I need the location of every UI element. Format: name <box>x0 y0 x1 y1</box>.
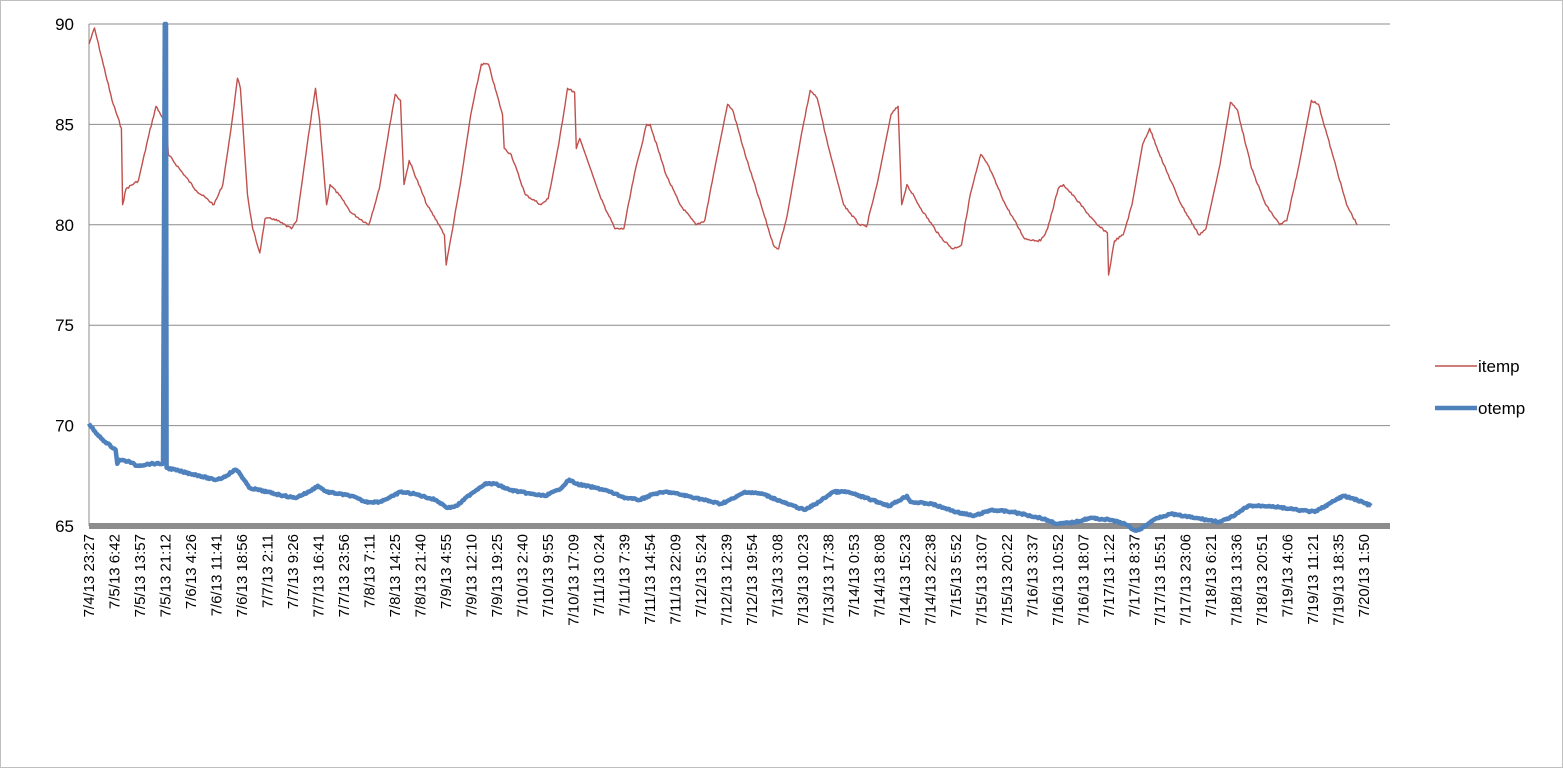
x-tick-label: 7/14/13 0:53 <box>846 534 863 617</box>
y-tick-label: 85 <box>55 115 74 134</box>
x-tick-label: 7/16/13 10:52 <box>1050 534 1067 626</box>
series-line-itemp <box>88 27 1358 276</box>
x-tick-label: 7/8/13 7:11 <box>362 534 379 608</box>
x-tick-label: 7/11/13 7:39 <box>617 534 634 616</box>
x-tick-label: 7/12/13 5:24 <box>693 534 710 617</box>
x-tick-label: 7/15/13 20:22 <box>999 534 1016 626</box>
x-tick-label: 7/6/13 4:26 <box>183 534 200 609</box>
x-tick-label: 7/7/13 9:26 <box>285 534 302 609</box>
x-tick-label: 7/14/13 15:23 <box>897 534 914 626</box>
legend-label-itemp: itemp <box>1478 357 1520 376</box>
y-tick-label: 75 <box>55 316 74 335</box>
x-tick-label: 7/14/13 8:08 <box>872 534 889 617</box>
x-tick-label: 7/10/13 9:55 <box>540 534 557 617</box>
x-tick-label: 7/20/13 1:50 <box>1356 534 1373 617</box>
x-tick-label: 7/13/13 3:08 <box>770 534 787 617</box>
x-tick-label: 7/6/13 18:56 <box>234 534 251 617</box>
y-tick-label: 80 <box>55 216 74 235</box>
x-tick-label: 7/13/13 10:23 <box>795 534 812 626</box>
x-tick-label: 7/4/13 23:27 <box>81 534 98 617</box>
x-tick-label: 7/7/13 23:56 <box>336 534 353 617</box>
x-tick-label: 7/6/13 11:41 <box>209 534 226 616</box>
x-tick-label: 7/8/13 14:25 <box>387 534 404 617</box>
x-tick-label: 7/7/13 2:11 <box>260 534 277 608</box>
legend-label-otemp: otemp <box>1478 399 1525 418</box>
x-tick-label: 7/10/13 2:40 <box>515 534 532 617</box>
x-tick-label: 7/19/13 18:35 <box>1331 534 1348 626</box>
x-tick-label: 7/19/13 4:06 <box>1280 534 1297 617</box>
x-tick-label: 7/8/13 21:40 <box>413 534 430 617</box>
x-tick-label: 7/7/13 16:41 <box>311 534 328 617</box>
x-tick-label: 7/19/13 11:21 <box>1305 534 1322 625</box>
x-tick-label: 7/18/13 20:51 <box>1254 534 1271 626</box>
y-tick-label: 90 <box>55 15 74 34</box>
x-tick-label: 7/18/13 6:21 <box>1203 534 1220 617</box>
x-tick-label: 7/9/13 19:25 <box>489 534 506 617</box>
x-tick-label: 7/15/13 13:07 <box>974 534 991 626</box>
x-tick-label: 7/11/13 0:24 <box>591 534 608 616</box>
x-tick-label: 7/9/13 4:55 <box>438 534 455 609</box>
x-tick-label: 7/18/13 13:36 <box>1229 534 1246 626</box>
x-tick-label: 7/16/13 18:07 <box>1076 534 1093 626</box>
x-tick-label: 7/17/13 8:37 <box>1127 534 1144 617</box>
x-tick-label: 7/13/13 17:38 <box>821 534 838 626</box>
y-tick-label: 65 <box>55 517 74 536</box>
series-line-otemp <box>87 21 1373 533</box>
x-tick-label: 7/12/13 12:39 <box>719 534 736 626</box>
x-tick-label: 7/16/13 3:37 <box>1025 534 1042 617</box>
x-tick-label: 7/15/13 5:52 <box>948 534 965 617</box>
y-tick-label: 70 <box>55 417 74 436</box>
x-tick-label: 7/9/13 12:10 <box>464 534 481 617</box>
x-tick-label: 7/11/13 14:54 <box>642 534 659 625</box>
x-tick-label: 7/17/13 23:06 <box>1178 534 1195 626</box>
x-tick-label: 7/5/13 6:42 <box>107 534 124 609</box>
x-tick-label: 7/5/13 13:57 <box>132 534 149 617</box>
x-tick-label: 7/14/13 22:38 <box>923 534 940 626</box>
x-tick-label: 7/11/13 22:09 <box>668 534 685 625</box>
x-tick-label: 7/12/13 19:54 <box>744 534 761 626</box>
x-tick-label: 7/17/13 1:22 <box>1101 534 1118 617</box>
x-tick-label: 7/10/13 17:09 <box>566 534 583 626</box>
x-tick-label: 7/17/13 15:51 <box>1152 534 1169 626</box>
x-tick-label: 7/5/13 21:12 <box>158 534 175 617</box>
